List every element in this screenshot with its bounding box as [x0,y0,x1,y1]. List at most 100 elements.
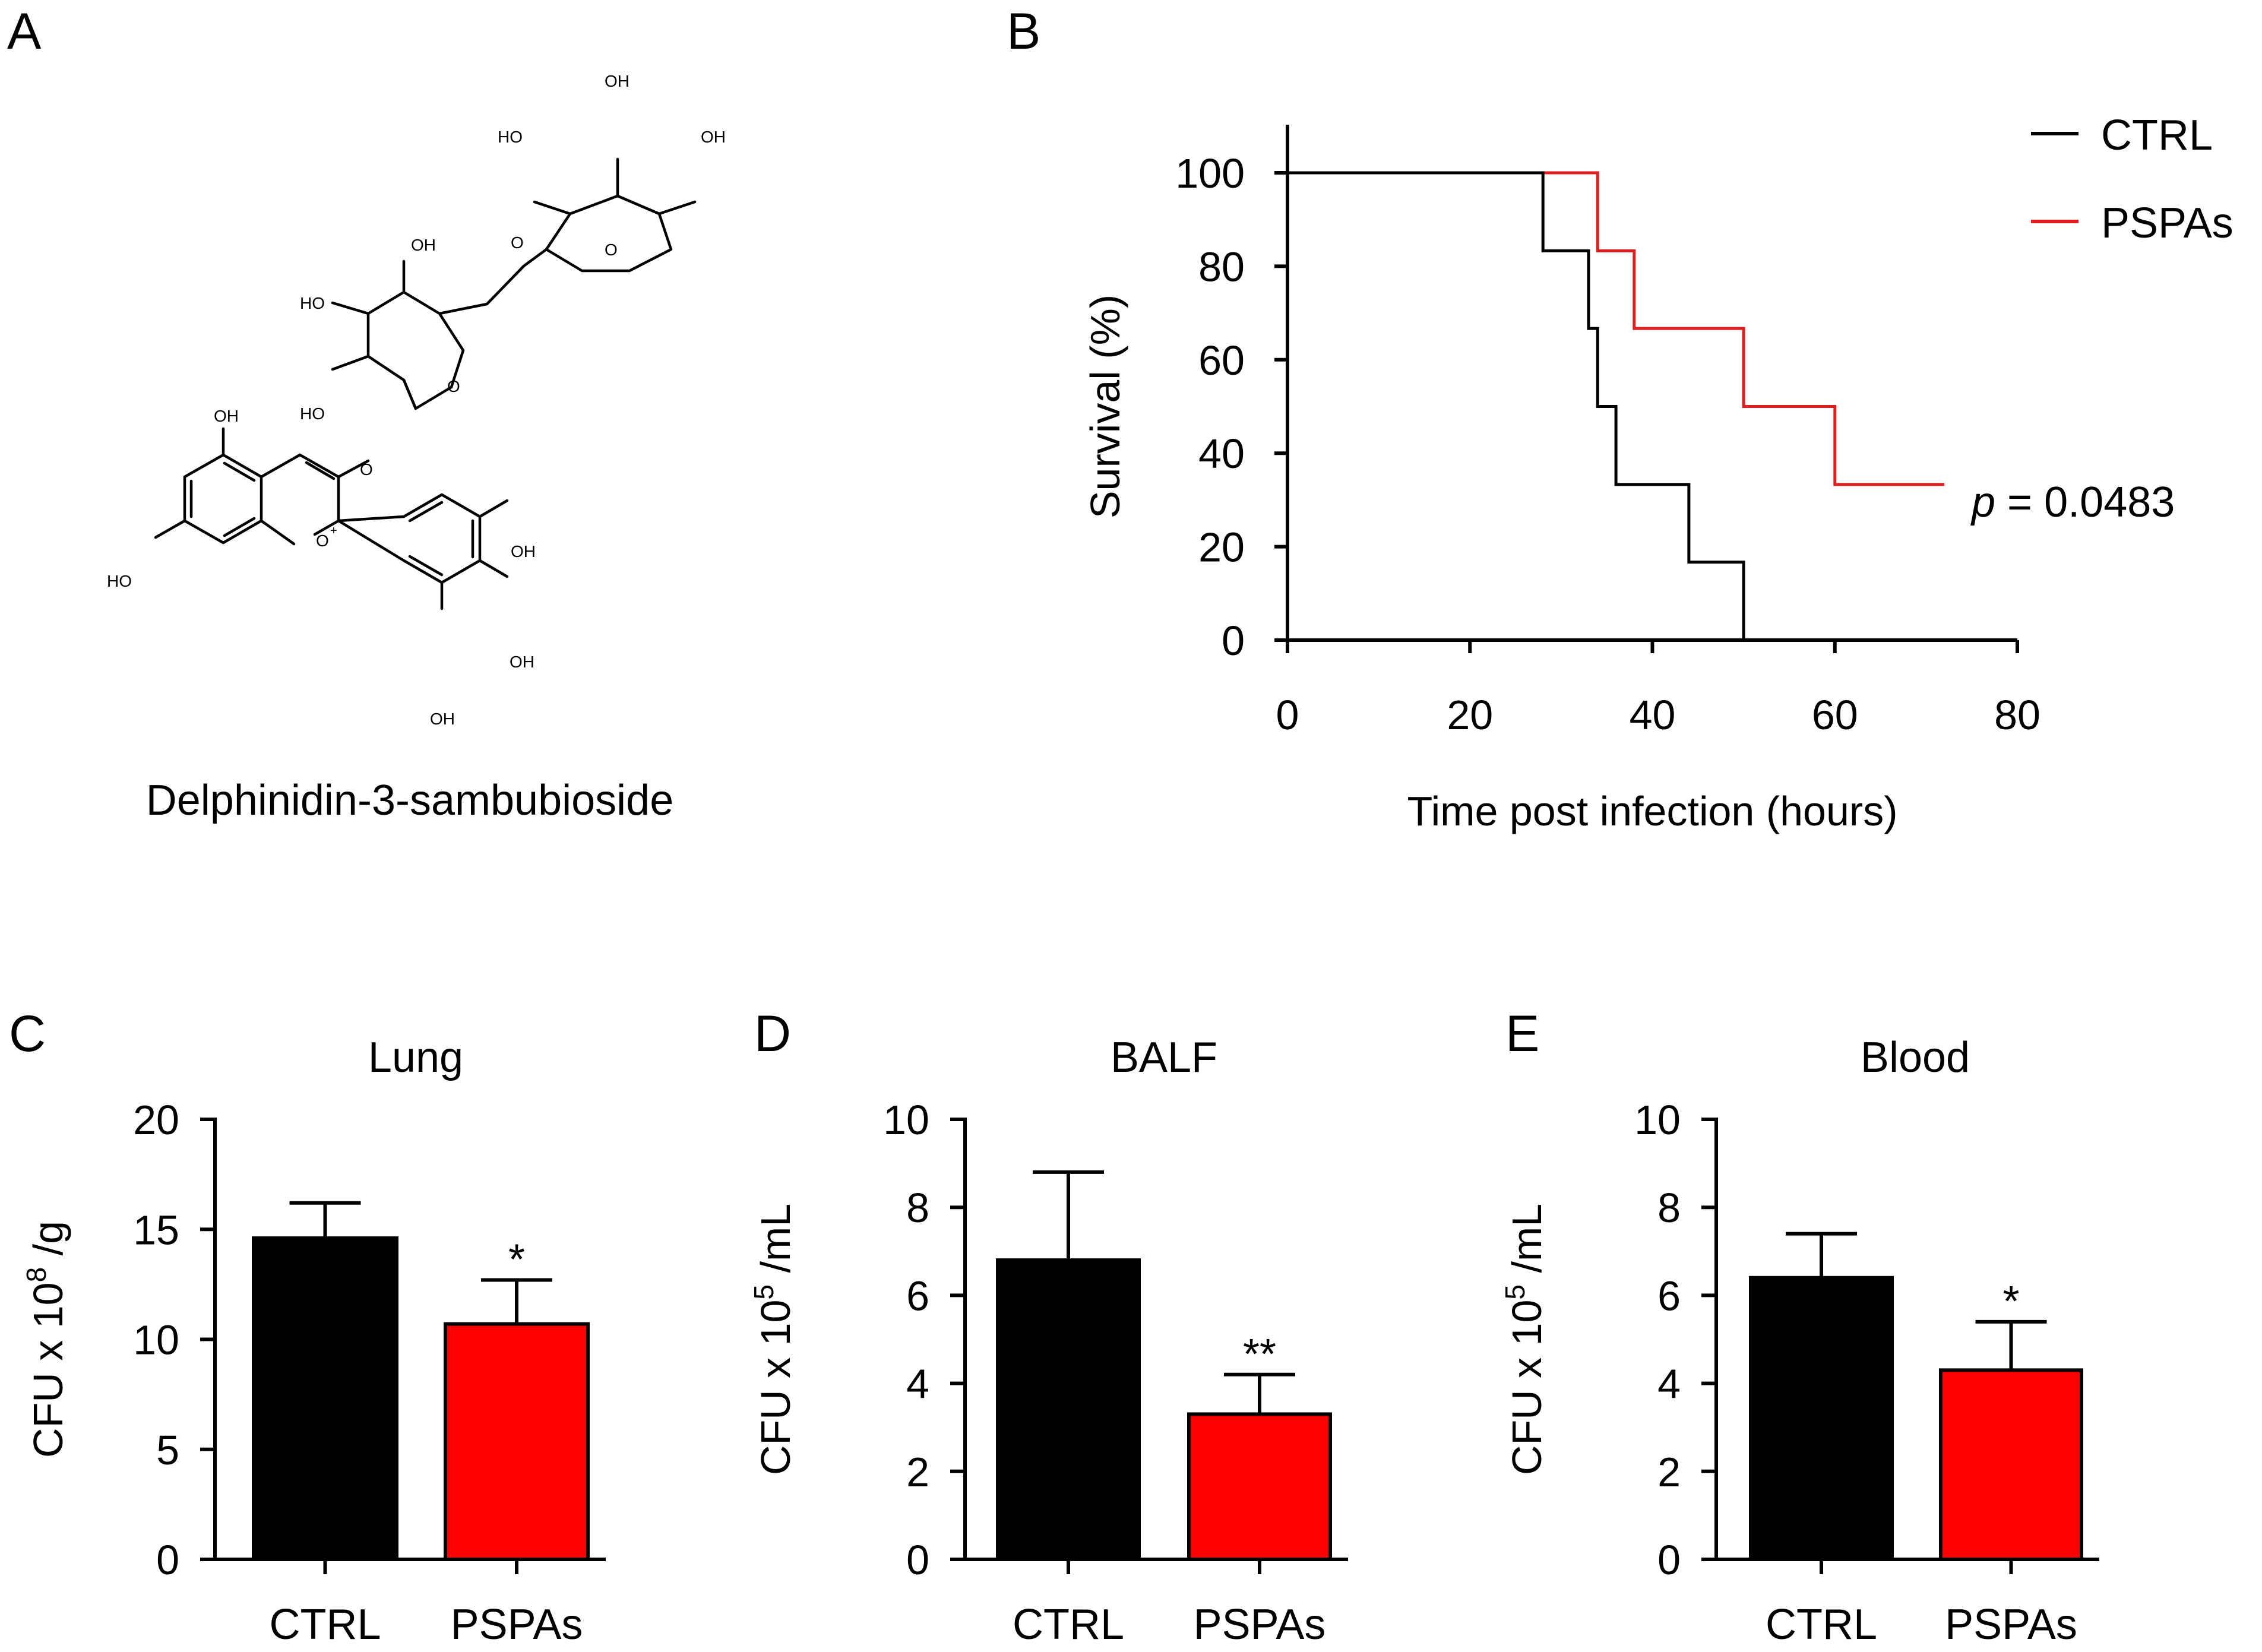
survival-y-tick-label: 20 [1198,524,1245,571]
atom-label-xylose-ring-o: O [605,240,618,259]
atom-label-linker-o: O [511,233,524,252]
a-ring-double-bonds [189,461,256,537]
y-tick-label: 8 [1657,1185,1681,1231]
y-tick-label: 2 [1657,1449,1681,1495]
survival-y-tick-label: 40 [1198,431,1245,477]
x-tick-label-ctrl: CTRL [1013,1601,1124,1648]
chart-title-e: Blood [1861,1034,1970,1081]
survival-series [1287,171,1945,640]
survival-x-tick-label: 0 [1276,692,1299,738]
bar-ctrl [252,1236,398,1562]
atom-label-glycosidic-o: O [360,460,373,479]
y-tick-label: 10 [133,1317,179,1363]
y-axis-label-main: CFU x 10 [25,1282,71,1458]
y-tick-label: 0 [1657,1537,1681,1583]
panel-d-bar-chart: BALF CTRL ** PSPAs 0 2 4 6 8 10 CFU x 105 /mL [748,1034,1348,1648]
survival-y-tick-label: 100 [1175,150,1245,197]
atom-label-cation: + [330,524,337,537]
x-tick-label-pspas: PSPAs [451,1601,583,1648]
y-axis-label-unit: /mL [1504,1204,1550,1284]
panel-letter-d: D [754,1005,791,1062]
survival-line-pspas [1287,171,1945,486]
x-tick-label-pspas: PSPAs [1945,1601,2077,1648]
glucose-substituent-bonds [331,259,526,410]
survival-y-tick-label: 60 [1198,337,1245,384]
panel-a-structure: OH HO O + O OH OH OH O HO HO OH O O HO O… [107,72,726,824]
atom-label-ho-glucose-2: HO [300,404,325,423]
atom-label-ho-xylose-2: HO [498,128,523,146]
atom-label-ho-7: HO [107,572,132,590]
y-tick-label: 8 [906,1185,929,1231]
y-tick-label: 4 [906,1361,929,1407]
y-axis-label: CFU x 105 /mL [748,1204,799,1475]
p-label: p [1970,479,1995,526]
y-tick-label: 2 [906,1449,929,1495]
bar-pspas [444,1322,590,1561]
survival-x-tick-label: 60 [1812,692,1858,738]
survival-x-axis-label: Time post infection (hours) [1407,788,1897,834]
chart-title-d: BALF [1111,1034,1217,1081]
survival-y-tick-label: 80 [1198,243,1245,290]
xylose-substituent-bonds [522,157,697,268]
x-tick-label-ctrl: CTRL [1766,1601,1877,1648]
y-axis-label: CFU x 105 /mL [1499,1204,1550,1475]
y-axis-label-exponent: 5 [1499,1284,1530,1300]
y-tick-label: 6 [1657,1273,1681,1319]
atom-label-oh-5: OH [214,407,239,425]
y-tick-label: 20 [133,1097,179,1143]
y-tick-label: 10 [1634,1097,1681,1143]
atom-label-oh-4prime: OH [510,653,534,671]
survival-x-tick-label: 20 [1447,692,1493,738]
bar-pspas [1187,1412,1332,1561]
y-axis-label-exponent: 8 [21,1267,52,1283]
survival-x-tick-label: 40 [1630,692,1676,738]
survival-y-axis-label: Survival (%) [1082,295,1128,518]
x-tick-label-pspas: PSPAs [1194,1601,1326,1648]
atom-label-oh-5prime: OH [430,710,455,728]
survival-y-tick-label: 0 [1222,618,1245,664]
panel-letter-a: A [7,3,42,60]
aromatic-oh-bonds [154,427,509,610]
atom-labels: OH HO O + O OH OH OH O HO HO OH O O HO O… [107,72,726,728]
panel-b-survival-chart: 0 20 40 60 80 100 0 20 40 60 80 Survival (%) Time … [1082,112,2233,834]
atom-label-oh-glucose-3: OH [411,236,436,254]
y-axis-label-main: CFU x 10 [1504,1300,1550,1476]
y-tick-label: 15 [133,1207,179,1253]
atom-label-ring-o: O [316,531,329,550]
bar-pspas [1939,1368,2083,1562]
panel-c-bar-chart: Lung CTRL * PSPAs 0 5 10 15 20 CFU x 108 /g [21,1034,606,1648]
y-axis-label-unit: /mL [752,1204,799,1284]
significance-marker: * [508,1236,525,1283]
panel-letter-e: E [1505,1005,1539,1062]
x-tick-label-ctrl: CTRL [269,1601,381,1648]
survival-axes: 0 20 40 60 80 100 0 20 40 60 80 [1175,125,2040,738]
survival-line-ctrl [1287,171,1745,640]
y-axis-label-exponent: 5 [748,1284,779,1300]
atom-label-ho-glucose-4: HO [300,294,325,312]
y-axis-label: CFU x 108 /g [21,1221,71,1458]
legend-label-ctrl: CTRL [2101,112,2213,159]
legend-label-pspas: PSPAs [2101,200,2233,247]
survival-x-tick-label: 80 [1994,692,2040,738]
b-ring-bonds [337,493,482,584]
y-tick-label: 4 [1657,1361,1681,1407]
bar-ctrl [996,1258,1141,1562]
chart-title-c: Lung [368,1034,463,1081]
xylose-ring-bonds [545,194,673,273]
y-axis-label-unit: /g [25,1221,71,1267]
y-tick-label: 0 [156,1537,179,1583]
atom-label-oh-xylose-3: OH [605,72,629,90]
significance-marker: * [2002,1278,2019,1325]
molecule-name: Delphinidin-3-sambubioside [146,777,674,824]
y-tick-label: 6 [906,1273,929,1319]
y-axis-label-main: CFU x 10 [752,1300,799,1476]
atom-label-glucose-ring-o: O [447,377,460,395]
survival-legend: CTRL PSPAs [2031,112,2233,247]
c-ring-double-bond [305,461,336,480]
bar-ctrl [1749,1276,1894,1561]
molecule-structure-drawing [154,157,697,610]
panel-e-bar-chart: Blood CTRL * PSPAs 0 2 4 6 8 10 CFU x 105 /mL [1499,1034,2099,1648]
panel-letter-c: C [9,1005,46,1062]
y-tick-label: 0 [906,1537,929,1583]
